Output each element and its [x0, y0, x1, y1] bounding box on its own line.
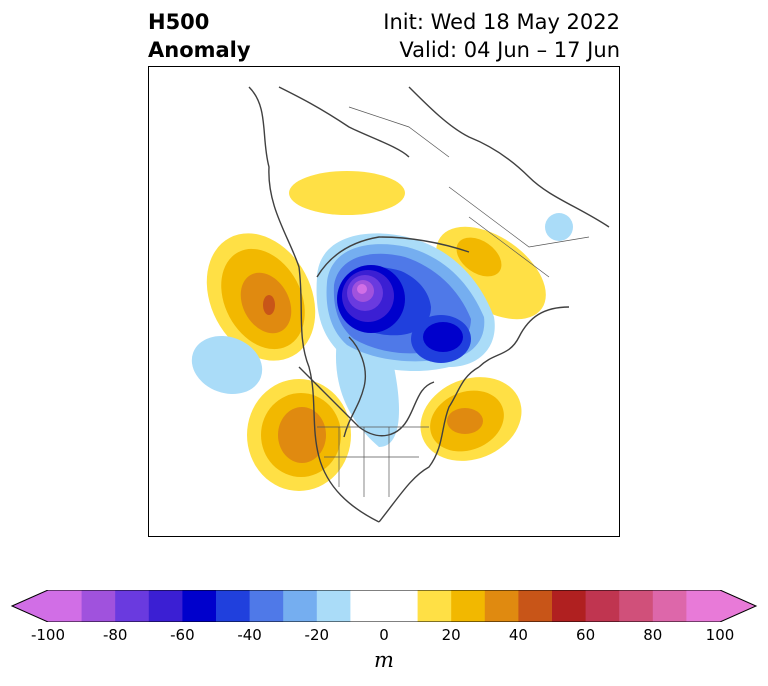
- low-east-small: [545, 213, 573, 241]
- colorbar-tick-label: -80: [102, 626, 128, 644]
- colorbar-bin: [48, 590, 83, 622]
- colorbar-tick-label: 0: [379, 626, 389, 644]
- colorbar-bin: [148, 590, 183, 622]
- colorbar-unit: m: [374, 648, 394, 672]
- colorbar-bin: [115, 590, 150, 622]
- colorbar-bin: [484, 590, 519, 622]
- colorbar-bin: [552, 590, 587, 622]
- colorbar-bin: [619, 590, 654, 622]
- init-date: Init: Wed 18 May 2022: [383, 10, 620, 34]
- colorbar-tick-label: 20: [441, 626, 461, 644]
- borders: [317, 106, 590, 497]
- colorbar-bin: [417, 590, 452, 622]
- colorbar-bin: [384, 590, 419, 622]
- colorbar-tick-label: 100: [705, 626, 735, 644]
- ridge-north-atlantic: [420, 377, 522, 461]
- low-north-pacific: [191, 335, 263, 395]
- map-title-left: H500 Anomaly: [148, 8, 348, 64]
- colorbar-bin: [585, 590, 620, 622]
- title-variable: H500: [148, 10, 210, 34]
- colorbar: [10, 590, 758, 622]
- title-type: Anomaly: [148, 38, 251, 62]
- colorbar-bin: [518, 590, 553, 622]
- colorbar-bin: [652, 590, 687, 622]
- colorbar-bin: [350, 590, 385, 622]
- colorbar-bin: [81, 590, 116, 622]
- colorbar-tick-label: 60: [576, 626, 596, 644]
- anomaly-map: [148, 66, 620, 537]
- colorbar-bin: [216, 590, 251, 622]
- low-siberia: [411, 315, 471, 363]
- colorbar-tick-label: -100: [30, 626, 66, 644]
- colorbar-tick-label: 40: [508, 626, 528, 644]
- colorbar-bin: [316, 590, 351, 622]
- coastlines: [248, 86, 610, 523]
- colorbar-bin: [182, 590, 217, 622]
- colorbar-tick-label: 80: [643, 626, 663, 644]
- ridge-north-greenland: [289, 171, 405, 215]
- colorbar-extend-min: [12, 590, 48, 622]
- colorbar-tick-label: -20: [304, 626, 330, 644]
- colorbar-bin: [249, 590, 284, 622]
- ridge-western-us: [247, 379, 351, 491]
- colorbar-tick-label: -60: [170, 626, 195, 644]
- map-canvas: [191, 86, 610, 523]
- colorbar-bin: [686, 590, 721, 622]
- colorbar-bin: [451, 590, 486, 622]
- valid-range: Valid: 04 Jun – 17 Jun: [399, 38, 620, 62]
- ridge-gulf-of-alaska: [206, 233, 316, 361]
- colorbar-outline: [10, 590, 758, 622]
- colorbar-extend-max: [720, 590, 756, 622]
- colorbar-bin: [283, 590, 318, 622]
- colorbar-tick-label: -40: [237, 626, 262, 644]
- map-title-right: Init: Wed 18 May 2022 Valid: 04 Jun – 17…: [300, 8, 620, 64]
